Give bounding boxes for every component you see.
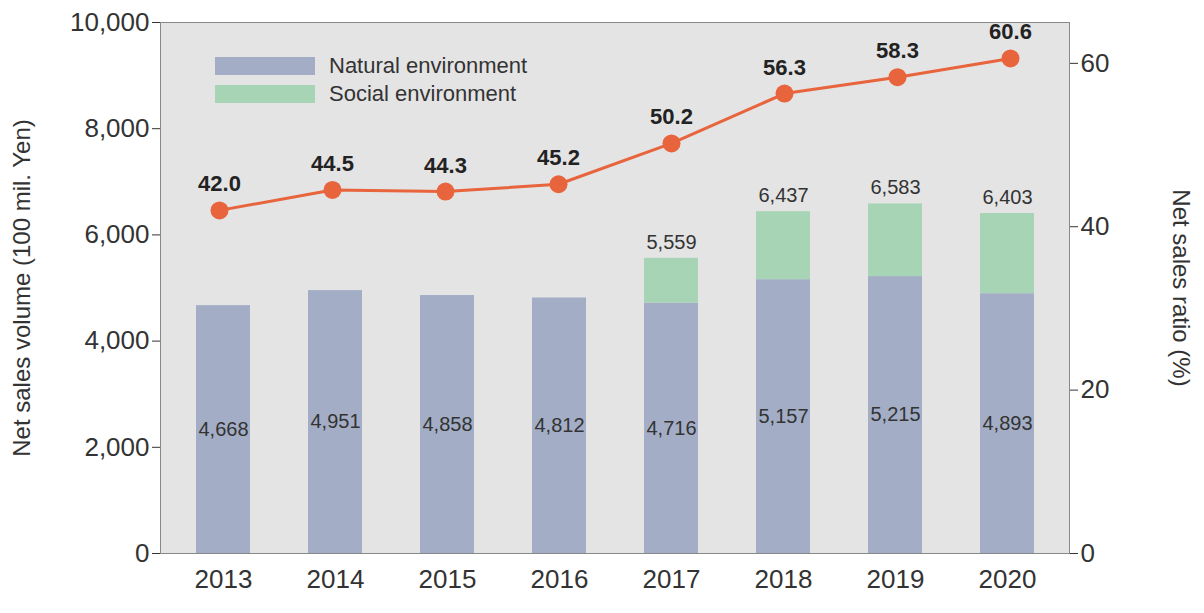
svg-text:4,000: 4,000	[84, 325, 149, 355]
svg-text:2020: 2020	[979, 564, 1037, 594]
svg-text:0: 0	[1081, 538, 1095, 568]
svg-text:4,893: 4,893	[982, 412, 1032, 434]
svg-text:6,437: 6,437	[758, 184, 808, 206]
svg-text:4,858: 4,858	[422, 413, 472, 435]
svg-text:0: 0	[135, 538, 149, 568]
svg-text:45.2: 45.2	[537, 145, 580, 170]
svg-text:5,215: 5,215	[870, 403, 920, 425]
svg-text:2016: 2016	[531, 564, 589, 594]
html-text:Social environment: Social environment	[329, 81, 517, 106]
svg-text:5,559: 5,559	[646, 231, 696, 253]
svg-text:60.6: 60.6	[989, 19, 1032, 44]
svg-text:50.2: 50.2	[650, 104, 693, 129]
html-text:Net sales ratio (%): Net sales ratio (%)	[1167, 188, 1195, 387]
svg-text:4,812: 4,812	[534, 414, 584, 436]
html-text:Natural environment: Natural environment	[329, 53, 528, 78]
svg-text:44.3: 44.3	[424, 153, 467, 178]
html-text:Net sales volume (100 mil. Yen: Net sales volume (100 mil. Yen)	[7, 118, 35, 457]
svg-text:2017: 2017	[643, 564, 701, 594]
svg-text:4,668: 4,668	[198, 418, 248, 440]
svg-text:4,716: 4,716	[646, 417, 696, 439]
svg-text:10,000: 10,000	[70, 7, 150, 37]
svg-text:6,403: 6,403	[982, 186, 1032, 208]
svg-text:2014: 2014	[307, 564, 365, 594]
svg-text:56.3: 56.3	[763, 55, 806, 80]
svg-text:58.3: 58.3	[876, 38, 919, 63]
svg-text:20: 20	[1081, 374, 1110, 404]
svg-text:2015: 2015	[419, 564, 477, 594]
svg-text:44.5: 44.5	[311, 151, 354, 176]
svg-text:2019: 2019	[867, 564, 925, 594]
svg-text:60: 60	[1081, 48, 1110, 78]
svg-text:8,000: 8,000	[84, 113, 149, 143]
svg-text:6,000: 6,000	[84, 219, 149, 249]
svg-text:40: 40	[1081, 211, 1110, 241]
svg-text:5,157: 5,157	[758, 405, 808, 427]
svg-text:6,583: 6,583	[870, 176, 920, 198]
svg-text:2013: 2013	[195, 564, 253, 594]
svg-text:4,951: 4,951	[310, 410, 360, 432]
svg-text:42.0: 42.0	[198, 171, 241, 196]
svg-text:2,000: 2,000	[84, 432, 149, 462]
svg-text:2018: 2018	[755, 564, 813, 594]
